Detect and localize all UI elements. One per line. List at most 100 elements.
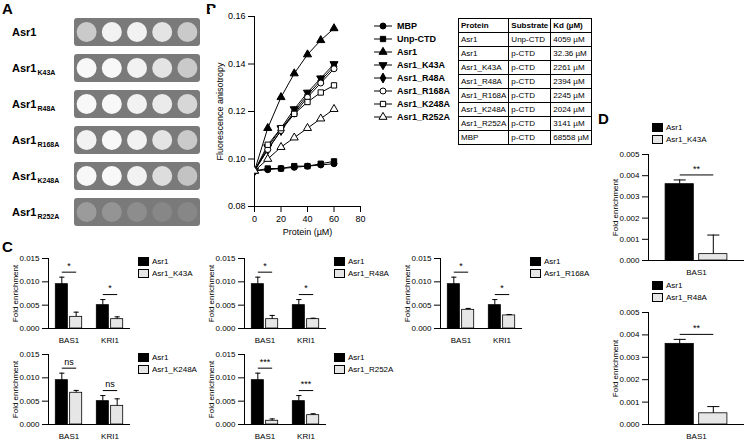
svg-text:BAS1: BAS1 (686, 268, 707, 276)
svg-text:Asr1_R168A: Asr1_R168A (397, 86, 451, 96)
html-text:Asr1: Asr1 (348, 257, 365, 266)
svg-text:Asr1R48A: Asr1R48A (12, 98, 55, 112)
svg-text:Asr1R252A: Asr1R252A (12, 206, 59, 220)
html-text:C: C (2, 238, 13, 255)
svg-text:0.010: 0.010 (411, 277, 432, 286)
svg-text:0.001: 0.001 (619, 235, 640, 244)
html-text:Asr1: Asr1 (152, 257, 169, 266)
svg-text:*: * (304, 283, 308, 293)
html-text:Asr1_R48A: Asr1_R48A (348, 269, 389, 278)
svg-text:Asr1R168A: Asr1R168A (12, 134, 59, 148)
svg-text:Fold enrichment: Fold enrichment (611, 178, 620, 236)
svg-text:0.003: 0.003 (619, 192, 640, 201)
svg-text:Asr1K248A: Asr1K248A (12, 170, 59, 184)
svg-text:0.000: 0.000 (411, 324, 432, 333)
svg-text:Fold enrichment: Fold enrichment (11, 360, 20, 418)
html-text:Asr1: Asr1 (152, 353, 169, 362)
html-text:A: A (2, 0, 13, 17)
svg-text:KRI1: KRI1 (493, 336, 511, 344)
svg-text:0.005: 0.005 (215, 301, 236, 310)
svg-text:0.005: 0.005 (19, 397, 40, 406)
svg-text:Asr1_R252A: Asr1_R252A (397, 112, 451, 122)
svg-text:Asr1K43A: Asr1K43A (12, 62, 55, 76)
svg-text:*: * (67, 261, 71, 271)
svg-text:0.003: 0.003 (619, 353, 640, 362)
svg-text:ns: ns (64, 357, 74, 367)
svg-text:0.015: 0.015 (215, 350, 236, 359)
svg-text:0.000: 0.000 (619, 420, 640, 429)
svg-text:BAS1: BAS1 (255, 432, 276, 440)
svg-text:*: * (263, 261, 267, 271)
svg-text:0.005: 0.005 (19, 301, 40, 310)
svg-text:0.10: 0.10 (228, 154, 246, 164)
html-text:Asr1_R168A: Asr1_R168A (544, 269, 590, 278)
svg-text:BAS1: BAS1 (255, 336, 276, 344)
svg-text:0.015: 0.015 (19, 350, 40, 359)
svg-text:MBP: MBP (397, 21, 417, 31)
svg-text:0.000: 0.000 (215, 420, 236, 429)
svg-text:**: ** (693, 323, 701, 333)
svg-text:*: * (500, 283, 504, 293)
svg-text:0.015: 0.015 (19, 254, 40, 263)
svg-text:Fold enrichment: Fold enrichment (207, 264, 216, 322)
svg-text:0.004: 0.004 (619, 171, 640, 180)
svg-text:KRI1: KRI1 (297, 336, 315, 344)
svg-text:Fold enrichment: Fold enrichment (11, 264, 20, 322)
svg-text:KRI1: KRI1 (101, 432, 119, 440)
svg-text:KRI1: KRI1 (297, 432, 315, 440)
svg-text:0.005: 0.005 (619, 150, 640, 159)
svg-text:Asr1: Asr1 (397, 47, 417, 57)
html-text:Asr1: Asr1 (544, 257, 561, 266)
svg-text:0.000: 0.000 (19, 324, 40, 333)
svg-text:0.000: 0.000 (619, 256, 640, 265)
svg-text:Unp-CTD: Unp-CTD (397, 34, 436, 44)
html-text:B: B (206, 0, 217, 17)
svg-text:***: *** (301, 379, 312, 389)
svg-text:20: 20 (276, 214, 286, 224)
svg-text:BAS1: BAS1 (59, 336, 80, 344)
svg-text:0.002: 0.002 (619, 375, 640, 384)
svg-text:0.000: 0.000 (19, 420, 40, 429)
svg-text:BAS1: BAS1 (59, 432, 80, 440)
svg-text:0.000: 0.000 (215, 324, 236, 333)
svg-text:BAS1: BAS1 (451, 336, 472, 344)
svg-text:Asr1: Asr1 (12, 26, 36, 38)
svg-text:0.005: 0.005 (411, 301, 432, 310)
svg-text:0.14: 0.14 (228, 59, 246, 69)
svg-text:0.005: 0.005 (619, 308, 640, 317)
svg-text:ns: ns (105, 379, 115, 389)
svg-text:Asr1_K43A: Asr1_K43A (397, 60, 446, 70)
svg-text:*: * (459, 261, 463, 271)
svg-text:*: * (108, 283, 112, 293)
html-text:Asr1_K43A: Asr1_K43A (152, 269, 193, 278)
svg-text:Protein (µM): Protein (µM) (283, 227, 333, 237)
svg-text:0.001: 0.001 (619, 398, 640, 407)
svg-text:KRI1: KRI1 (101, 336, 119, 344)
svg-text:0.015: 0.015 (411, 254, 432, 263)
svg-text:0.002: 0.002 (619, 214, 640, 223)
svg-text:Fold enrichment: Fold enrichment (611, 339, 620, 397)
svg-text:0.015: 0.015 (215, 254, 236, 263)
svg-text:0.010: 0.010 (215, 373, 236, 382)
svg-text:Asr1_K248A: Asr1_K248A (397, 99, 451, 109)
svg-text:Fold enrichment: Fold enrichment (207, 360, 216, 418)
svg-text:80: 80 (355, 214, 365, 224)
svg-text:***: *** (260, 357, 271, 367)
svg-text:0: 0 (252, 214, 257, 224)
svg-text:0.16: 0.16 (228, 11, 246, 21)
html-text:D: D (598, 110, 609, 127)
svg-text:Fold enrichment: Fold enrichment (403, 264, 412, 322)
svg-text:**: ** (693, 164, 701, 174)
svg-text:0.12: 0.12 (228, 106, 246, 116)
svg-text:0.004: 0.004 (619, 330, 640, 339)
svg-text:0.010: 0.010 (19, 373, 40, 382)
svg-text:Asr1_R48A: Asr1_R48A (397, 73, 446, 83)
svg-text:BAS1: BAS1 (686, 432, 707, 440)
svg-text:0.010: 0.010 (215, 277, 236, 286)
svg-text:0.010: 0.010 (19, 277, 40, 286)
svg-text:0.08: 0.08 (228, 201, 246, 211)
svg-text:40: 40 (302, 214, 312, 224)
svg-text:Fluorescence anisotropy: Fluorescence anisotropy (215, 62, 225, 161)
svg-text:0.005: 0.005 (215, 397, 236, 406)
svg-text:60: 60 (329, 214, 339, 224)
